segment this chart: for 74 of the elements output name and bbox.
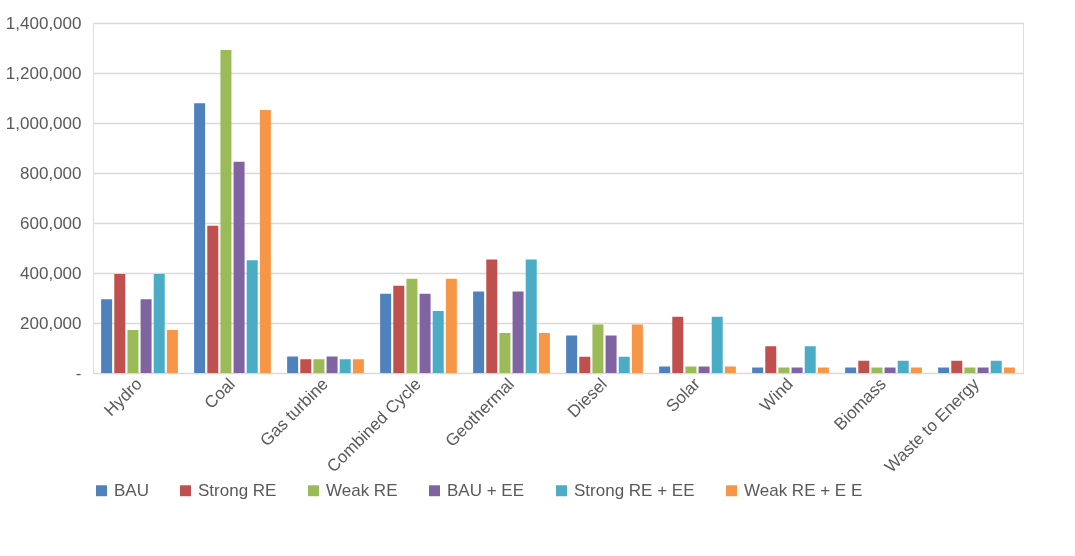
y-tick-label: 1,200,000 bbox=[5, 63, 82, 83]
bar bbox=[592, 324, 604, 373]
bar bbox=[817, 367, 829, 373]
bar bbox=[207, 225, 219, 373]
bar bbox=[473, 291, 485, 373]
bar bbox=[845, 367, 857, 373]
bar bbox=[711, 316, 723, 373]
bar bbox=[964, 367, 976, 373]
y-tick-label: 1,000,000 bbox=[5, 113, 82, 133]
bar bbox=[951, 360, 963, 373]
bar bbox=[1003, 367, 1015, 373]
bar bbox=[990, 360, 1002, 373]
bar bbox=[339, 359, 351, 373]
bar bbox=[499, 333, 511, 373]
y-tick-label: - bbox=[75, 363, 82, 383]
bar bbox=[114, 274, 126, 373]
bar bbox=[287, 356, 299, 373]
bar bbox=[313, 359, 325, 373]
bar bbox=[698, 366, 710, 373]
bar bbox=[393, 285, 405, 373]
bar bbox=[910, 367, 922, 373]
bar bbox=[101, 299, 113, 373]
bar bbox=[512, 291, 524, 373]
bar bbox=[765, 346, 777, 373]
bar bbox=[246, 260, 258, 373]
bar bbox=[486, 259, 498, 373]
bar bbox=[884, 367, 896, 373]
legend-label: Strong RE + EE bbox=[574, 480, 695, 500]
bar bbox=[724, 366, 736, 373]
bar bbox=[220, 50, 232, 373]
bar bbox=[538, 333, 550, 373]
bar bbox=[752, 367, 764, 373]
bar bbox=[380, 293, 392, 373]
bar bbox=[618, 356, 630, 373]
legend-label: BAU + EE bbox=[447, 480, 525, 500]
bar bbox=[140, 299, 152, 373]
bar bbox=[406, 278, 418, 373]
bar bbox=[194, 103, 206, 373]
legend-label: Weak RE bbox=[326, 480, 398, 500]
bar bbox=[352, 359, 364, 373]
y-tick-label: 600,000 bbox=[20, 213, 82, 233]
bar bbox=[326, 356, 338, 373]
y-tick-label: 1,400,000 bbox=[5, 13, 82, 33]
legend-label: Strong RE bbox=[198, 480, 277, 500]
bar bbox=[804, 346, 816, 373]
bar bbox=[659, 366, 671, 373]
bar bbox=[445, 278, 457, 373]
bar bbox=[259, 110, 271, 373]
y-tick-label: 400,000 bbox=[20, 263, 82, 283]
bar bbox=[791, 367, 803, 373]
bar bbox=[300, 359, 312, 373]
bar bbox=[525, 259, 537, 373]
bar bbox=[685, 366, 697, 373]
bar bbox=[432, 311, 444, 373]
bar bbox=[605, 335, 617, 373]
legend-label: Weak RE + E E bbox=[744, 480, 863, 500]
bar bbox=[672, 316, 684, 373]
y-tick-label: 800,000 bbox=[20, 163, 82, 183]
bar bbox=[233, 161, 245, 373]
bar bbox=[127, 330, 139, 373]
bar bbox=[977, 367, 989, 373]
bar bbox=[871, 367, 883, 373]
bar bbox=[566, 335, 578, 373]
bar bbox=[153, 274, 165, 373]
y-tick-label: 200,000 bbox=[20, 313, 82, 333]
bar bbox=[419, 293, 431, 373]
legend-label: BAU bbox=[114, 480, 149, 500]
bar bbox=[858, 360, 870, 373]
bar bbox=[778, 367, 790, 373]
bar bbox=[166, 330, 178, 373]
bar bbox=[938, 367, 950, 373]
bar bbox=[579, 356, 591, 373]
bar bbox=[631, 324, 643, 373]
bar bbox=[897, 360, 909, 373]
